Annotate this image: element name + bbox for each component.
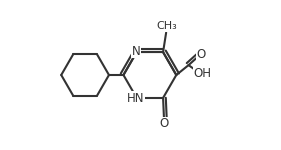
Text: OH: OH <box>193 68 211 81</box>
Text: N: N <box>132 45 140 58</box>
Text: HN: HN <box>127 92 144 105</box>
Text: O: O <box>160 117 169 130</box>
Text: CH₃: CH₃ <box>156 21 177 31</box>
Text: O: O <box>196 48 205 61</box>
